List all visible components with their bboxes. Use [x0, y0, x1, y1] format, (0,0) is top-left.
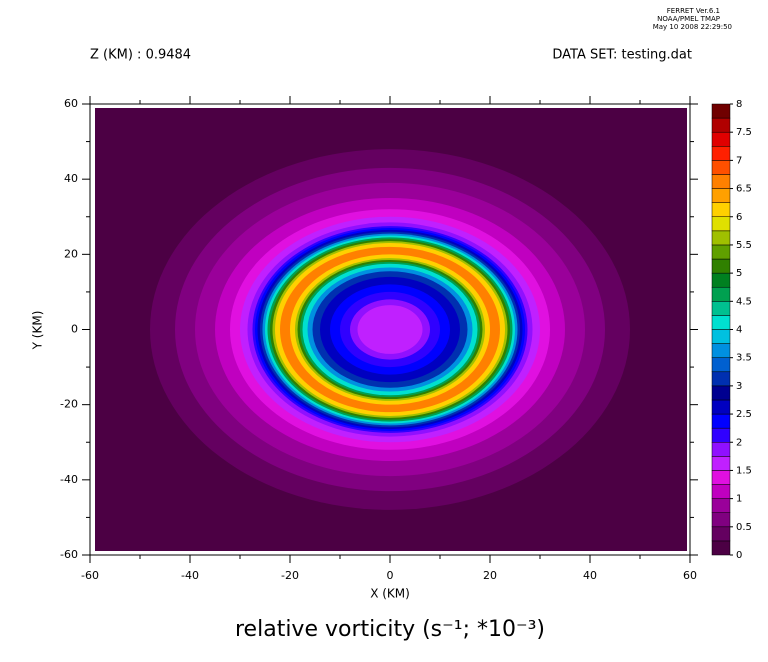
colorbar-band	[711, 442, 731, 457]
colorbar-label: 6	[736, 212, 742, 223]
x-tick-label: 0	[387, 569, 394, 582]
colorbar-band	[711, 131, 731, 147]
x-tick-label: -60	[81, 569, 99, 582]
colorbar-label: 7.5	[736, 127, 752, 138]
y-tick-label: 20	[64, 247, 78, 260]
y-tick-label: 0	[71, 323, 78, 336]
x-axis-label: X (KM)	[370, 587, 410, 601]
colorbar-band	[711, 230, 731, 246]
colorbar-label: 6.5	[736, 184, 752, 195]
colorbar-band	[711, 385, 731, 401]
colorbar-label: 5	[736, 268, 742, 279]
colorbar-band	[711, 188, 731, 203]
x-tick-label: -40	[181, 569, 199, 582]
colorbar-band	[711, 399, 731, 415]
colorbar-band	[711, 174, 731, 189]
y-tick-label: 60	[64, 97, 78, 110]
x-tick-label: -20	[281, 569, 299, 582]
colorbar-band	[711, 103, 731, 119]
colorbar-band	[711, 117, 731, 133]
y-tick-label: -40	[60, 473, 78, 486]
y-tick-label: -20	[60, 398, 78, 411]
colorbar-label: 4.5	[736, 296, 752, 307]
colorbar-band	[711, 343, 731, 358]
colorbar-band	[711, 484, 731, 499]
colorbar-label: 2	[736, 437, 742, 448]
x-tick-label: 60	[683, 569, 697, 582]
colorbar-band	[711, 470, 731, 485]
colorbar-band	[711, 202, 731, 217]
x-tick-label: 20	[483, 569, 497, 582]
colorbar-band	[711, 427, 731, 443]
stamp: NOAA/PMEL TMAP	[657, 15, 720, 23]
header-right: DATA SET: testing.dat	[552, 48, 692, 63]
colorbar-band	[711, 160, 731, 175]
contour-band	[357, 305, 423, 354]
colorbar-band	[711, 512, 731, 528]
colorbar-label: 0	[736, 550, 742, 561]
colorbar-band	[711, 258, 731, 274]
colorbar-label: 2.5	[736, 409, 752, 420]
field	[95, 108, 687, 551]
y-tick-label: -60	[60, 548, 78, 561]
colorbar-band	[711, 216, 731, 232]
colorbar-label: 3	[736, 381, 742, 392]
chart-title: relative vorticity (s⁻¹; *10⁻³)	[235, 617, 545, 642]
colorbar-band	[711, 272, 731, 288]
colorbar-band	[711, 301, 731, 316]
stamp: FERRET Ver.6.1	[667, 7, 720, 15]
colorbar-band	[711, 315, 731, 330]
stamp: May 10 2008 22:29:50	[653, 23, 732, 31]
colorbar-label: 5.5	[736, 240, 752, 251]
colorbar-label: 4	[736, 325, 742, 336]
y-axis-label: Y (KM)	[31, 311, 45, 351]
colorbar-band	[711, 413, 731, 429]
colorbar-label: 0.5	[736, 522, 752, 533]
colorbar-band	[711, 371, 731, 387]
colorbar-band	[711, 540, 731, 556]
colorbar-label: 7	[736, 155, 742, 166]
colorbar-label: 8	[736, 99, 742, 110]
colorbar-band	[711, 456, 731, 471]
colorbar-band	[711, 329, 731, 344]
x-tick-label: 40	[583, 569, 597, 582]
colorbar-band	[711, 526, 731, 542]
colorbar-label: 1.5	[736, 465, 752, 476]
y-tick-label: 40	[64, 172, 78, 185]
header-left: Z (KM) : 0.9484	[90, 48, 191, 63]
colorbar-band	[711, 146, 731, 161]
colorbar-band	[711, 244, 731, 260]
colorbar-label: 1	[736, 494, 742, 505]
colorbar-band	[711, 357, 731, 373]
colorbar-band	[711, 286, 731, 302]
colorbar-label: 3.5	[736, 353, 752, 364]
colorbar-band	[711, 498, 731, 513]
